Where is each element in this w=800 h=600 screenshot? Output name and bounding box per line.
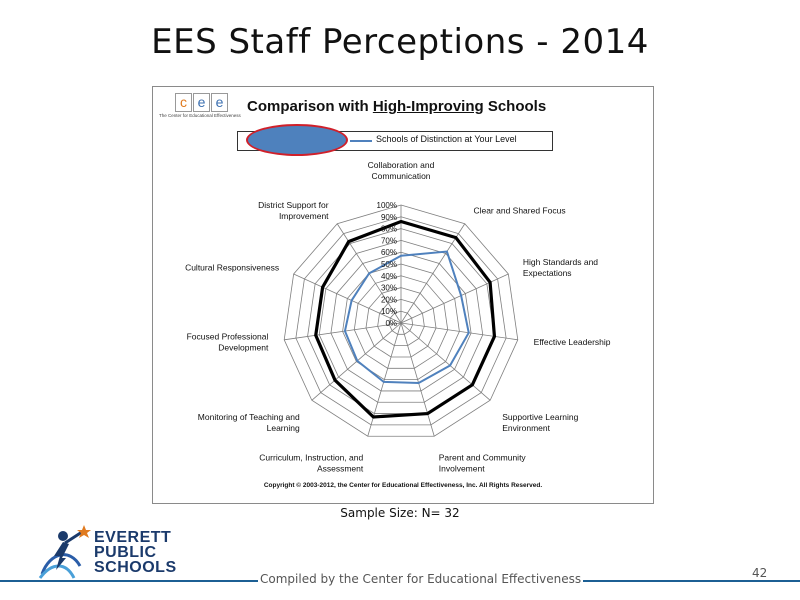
grid-ring-2	[377, 298, 425, 347]
grid-spoke-8	[284, 322, 402, 341]
district-name: EVERETT PUBLIC SCHOOLS	[94, 529, 177, 576]
radial-tick-label: 50%	[381, 260, 397, 269]
grid-spoke-7	[311, 322, 402, 401]
cee-letter-e1: e	[193, 93, 210, 112]
chart-title-prefix: Comparison with	[247, 98, 373, 115]
grid-spoke-3	[400, 322, 518, 341]
grid-ring-7	[318, 239, 484, 403]
chart-title-suffix: Schools	[483, 98, 547, 115]
category-label: District Support for	[258, 200, 329, 210]
category-label: Supportive Learning	[502, 412, 578, 422]
chart-legend: Schools of Distinction at Your Level	[237, 124, 553, 156]
category-label: High Standards and	[523, 257, 598, 267]
series-blue-line	[343, 250, 470, 385]
grid-ring-1	[388, 310, 414, 335]
radial-tick-label: 60%	[381, 248, 397, 257]
series-black-line	[314, 219, 497, 419]
grid-ring-5	[342, 263, 460, 381]
grid-spoke-1	[400, 223, 466, 324]
category-label: Cultural Responsiveness	[185, 262, 279, 272]
grid-ring-6	[330, 251, 472, 392]
slide-title: EES Staff Perceptions - 2014	[151, 22, 649, 62]
category-label: Development	[218, 343, 269, 353]
radial-tick-label: 40%	[381, 272, 397, 281]
legend-highlight-ellipse	[246, 124, 348, 156]
chart-title-underlined: High-Improving	[372, 98, 484, 115]
page-number: 42	[752, 566, 768, 580]
category-label: Communication	[371, 171, 430, 181]
radar-chart: 0% 10% 20% 30% 40% 50% 60% 70% 80% 90% 100% Collabo…	[185, 160, 611, 474]
radial-tick-label: 0%	[385, 319, 397, 328]
grid-ring-10	[283, 204, 519, 437]
cee-letters: c e e	[175, 93, 229, 112]
legend-label: Schools of Distinction at Your Level	[376, 134, 517, 144]
student-figure-icon	[38, 525, 91, 579]
category-label: Assessment	[317, 464, 364, 474]
grid-spoke-5	[400, 322, 435, 437]
category-label: Involvement	[439, 464, 485, 474]
cee-tagline: The Center for Educational Effectiveness	[159, 113, 241, 118]
district-line-2: PUBLIC	[94, 544, 157, 561]
footer-credit: Compiled by the Center for Educational E…	[258, 572, 584, 586]
category-label: Learning	[267, 423, 300, 433]
radial-tick-label: 80%	[381, 225, 397, 234]
radial-tick-label: 20%	[381, 295, 397, 304]
grid-spoke-4	[400, 322, 491, 401]
category-label: Effective Leadership	[534, 337, 611, 347]
legend-line-blue	[350, 140, 372, 142]
grid-ring-9	[295, 216, 507, 426]
cee-letter-e2: e	[211, 93, 228, 112]
category-label: Expectations	[523, 268, 572, 278]
radial-tick-label: 100%	[377, 201, 397, 210]
category-label: Improvement	[279, 211, 329, 221]
radial-tick-label: 70%	[381, 236, 397, 245]
radial-tick-label: 10%	[381, 307, 397, 316]
chart-title: Comparison with High-Improving Schools	[247, 98, 546, 115]
district-line-3: SCHOOLS	[94, 559, 177, 576]
district-line-1: EVERETT	[94, 529, 172, 546]
radial-tick-label: 30%	[381, 284, 397, 293]
sample-size: Sample Size: N= 32	[340, 506, 460, 520]
chart-frame: c e e The Center for Educational Effecti…	[152, 86, 654, 504]
grid-ring-3	[365, 287, 437, 358]
category-label: Collaboration and	[368, 160, 435, 170]
grid-spoke-9	[293, 273, 402, 324]
category-label: Environment	[502, 423, 550, 433]
category-label: Monitoring of Teaching and	[198, 412, 300, 422]
radial-tick-label: 90%	[381, 213, 397, 222]
category-label: Parent and Community	[439, 453, 527, 463]
grid-ring-8	[307, 228, 495, 414]
copyright-text: Copyright © 2003-2012, the Center for Ed…	[263, 482, 543, 489]
everett-public-schools-logo: EVERETT PUBLIC SCHOOLS	[36, 522, 196, 584]
category-label: Focused Professional	[187, 332, 269, 342]
grid-ring-4	[353, 275, 449, 369]
category-label: Clear and Shared Focus	[473, 205, 565, 215]
category-label: Curriculum, Instruction, and	[259, 453, 363, 463]
cee-logo: c e e The Center for Educational Effecti…	[159, 93, 241, 119]
cee-letter-c: c	[175, 93, 192, 112]
